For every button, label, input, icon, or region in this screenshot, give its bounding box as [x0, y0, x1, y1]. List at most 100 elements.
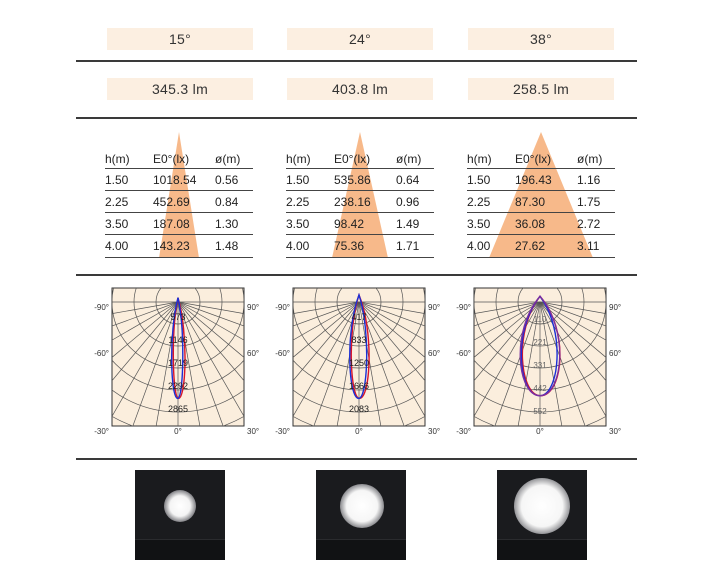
- beam-spot-photo-24: [316, 470, 406, 560]
- cell-illuminance: 452.69: [153, 195, 190, 209]
- light-spot: [340, 484, 384, 528]
- cell-height: 4.00: [105, 239, 129, 253]
- header-height: h(m): [467, 152, 492, 166]
- polar-light-distribution-15: 573 1146 1719 2292 2865 -90° 90° -60° 60° -30° 0° 3…: [94, 287, 259, 436]
- polar-ring-label: 552: [533, 407, 547, 416]
- cell-diameter: 0.84: [215, 195, 239, 209]
- floor-strip: [497, 539, 587, 560]
- cell-height: 2.25: [467, 195, 491, 209]
- polar-ring-label: 2865: [168, 404, 188, 414]
- beam-cone-shape: [159, 132, 199, 258]
- polar-ring-label: 2292: [168, 381, 188, 391]
- table-row: 3.50 98.42 1.49: [286, 212, 434, 235]
- cell-illuminance: 238.16: [334, 195, 371, 209]
- cell-illuminance: 36.08: [515, 217, 546, 231]
- polar-ring-label: 833: [351, 335, 366, 345]
- polar-angle-label: 90°: [609, 303, 621, 312]
- table-row: 2.25 452.69 0.84: [105, 190, 253, 213]
- table-header: h(m) E0°(lx) ø(m): [286, 148, 434, 170]
- beam-spot-photo-38: [497, 470, 587, 560]
- header-diameter: ø(m): [577, 152, 603, 166]
- light-spot: [514, 478, 570, 534]
- cell-illuminance: 196.43: [515, 173, 552, 187]
- cell-illuminance: 75.36: [334, 239, 365, 253]
- header-diameter: ø(m): [396, 152, 422, 166]
- polar-ring-label: 1250: [349, 358, 369, 368]
- cell-height: 2.25: [286, 195, 310, 209]
- luminous-flux-38: 258.5 lm: [468, 78, 614, 100]
- polar-angle-label: -30°: [275, 427, 290, 436]
- illuminance-table-24: h(m) E0°(lx) ø(m) 1.50 535.86 0.64 2.25 …: [286, 128, 434, 258]
- polar-angle-label: 30°: [428, 427, 440, 436]
- light-spot: [164, 490, 196, 522]
- table-row: 3.50 36.08 2.72: [467, 212, 615, 235]
- divider-1: [76, 60, 637, 62]
- cell-diameter: 1.75: [577, 195, 601, 209]
- cell-height: 1.50: [105, 173, 129, 187]
- beam-angle-label-15: 15°: [107, 28, 253, 50]
- polar-angle-label: 0°: [355, 427, 363, 436]
- table-header: h(m) E0°(lx) ø(m): [105, 148, 253, 170]
- cell-diameter: 0.56: [215, 173, 239, 187]
- polar-angle-label: -90°: [275, 303, 290, 312]
- header-illuminance: E0°(lx): [334, 152, 371, 166]
- beam-angle-label-24: 24°: [287, 28, 433, 50]
- header-illuminance: E0°(lx): [515, 152, 552, 166]
- polar-angle-label: -60°: [275, 349, 290, 358]
- cell-diameter: 1.48: [215, 239, 239, 253]
- illuminance-table-15: h(m) E0°(lx) ø(m) 1.50 1018.54 0.56 2.25…: [105, 128, 253, 258]
- polar-angle-label: -90°: [94, 303, 109, 312]
- polar-angle-label: 60°: [247, 349, 259, 358]
- cell-diameter: 2.72: [577, 217, 601, 231]
- cell-height: 3.50: [286, 217, 310, 231]
- table-row: 1.50 535.86 0.64: [286, 168, 434, 191]
- polar-angle-label: -60°: [94, 349, 109, 358]
- divider-4: [76, 458, 637, 460]
- cell-diameter: 3.11: [577, 239, 600, 253]
- polar-angle-label: -90°: [456, 303, 471, 312]
- cell-height: 2.25: [105, 195, 129, 209]
- luminous-flux-15: 345.3 lm: [107, 78, 253, 100]
- illuminance-table-38: h(m) E0°(lx) ø(m) 1.50 196.43 1.16 2.25 …: [467, 128, 615, 258]
- polar-ring-label: 417: [351, 312, 366, 322]
- polar-angle-label: 60°: [609, 349, 621, 358]
- polar-angle-label: -30°: [456, 427, 471, 436]
- beam-cone-shape: [332, 132, 388, 258]
- header-illuminance: E0°(lx): [153, 152, 190, 166]
- polar-angle-label: 0°: [536, 427, 544, 436]
- table-row: 2.25 87.30 1.75: [467, 190, 615, 213]
- cell-height: 4.00: [286, 239, 310, 253]
- polar-ring-label: 573: [170, 312, 185, 322]
- polar-ring-label: 1146: [168, 335, 187, 345]
- beam-cone-shape: [489, 132, 593, 258]
- cell-diameter: 1.49: [396, 217, 420, 231]
- cell-illuminance: 87.30: [515, 195, 546, 209]
- table-row: 2.25 238.16 0.96: [286, 190, 434, 213]
- polar-ring-label: 110: [534, 315, 547, 324]
- table-row: 1.50 196.43 1.16: [467, 168, 615, 191]
- table-row: 4.00 75.36 1.71: [286, 234, 434, 258]
- floor-strip: [135, 539, 225, 560]
- cell-illuminance: 98.42: [334, 217, 365, 231]
- cell-illuminance: 1018.54: [153, 173, 197, 187]
- cell-height: 1.50: [286, 173, 310, 187]
- floor-strip: [316, 539, 406, 560]
- cell-illuminance: 27.62: [515, 239, 546, 253]
- header-diameter: ø(m): [215, 152, 241, 166]
- beam-angle-label-38: 38°: [468, 28, 614, 50]
- polar-ring-label: 2083: [349, 404, 369, 414]
- divider-2: [76, 117, 637, 119]
- table-row: 3.50 187.08 1.30: [105, 212, 253, 235]
- polar-angle-label: -30°: [94, 427, 109, 436]
- table-row: 1.50 1018.54 0.56: [105, 168, 253, 191]
- cell-diameter: 1.71: [396, 239, 420, 253]
- polar-angle-label: 90°: [428, 303, 440, 312]
- cell-height: 3.50: [105, 217, 129, 231]
- polar-light-distribution-38: 110 221 331 442 552 -90° 90° -60° 60° -30° 0° 30°: [456, 287, 621, 436]
- polar-ring-label: 1666: [349, 381, 369, 391]
- cell-height: 4.00: [467, 239, 491, 253]
- table-row: 4.00 143.23 1.48: [105, 234, 253, 258]
- cell-diameter: 0.64: [396, 173, 420, 187]
- cell-illuminance: 535.86: [334, 173, 371, 187]
- polar-angle-label: 30°: [609, 427, 621, 436]
